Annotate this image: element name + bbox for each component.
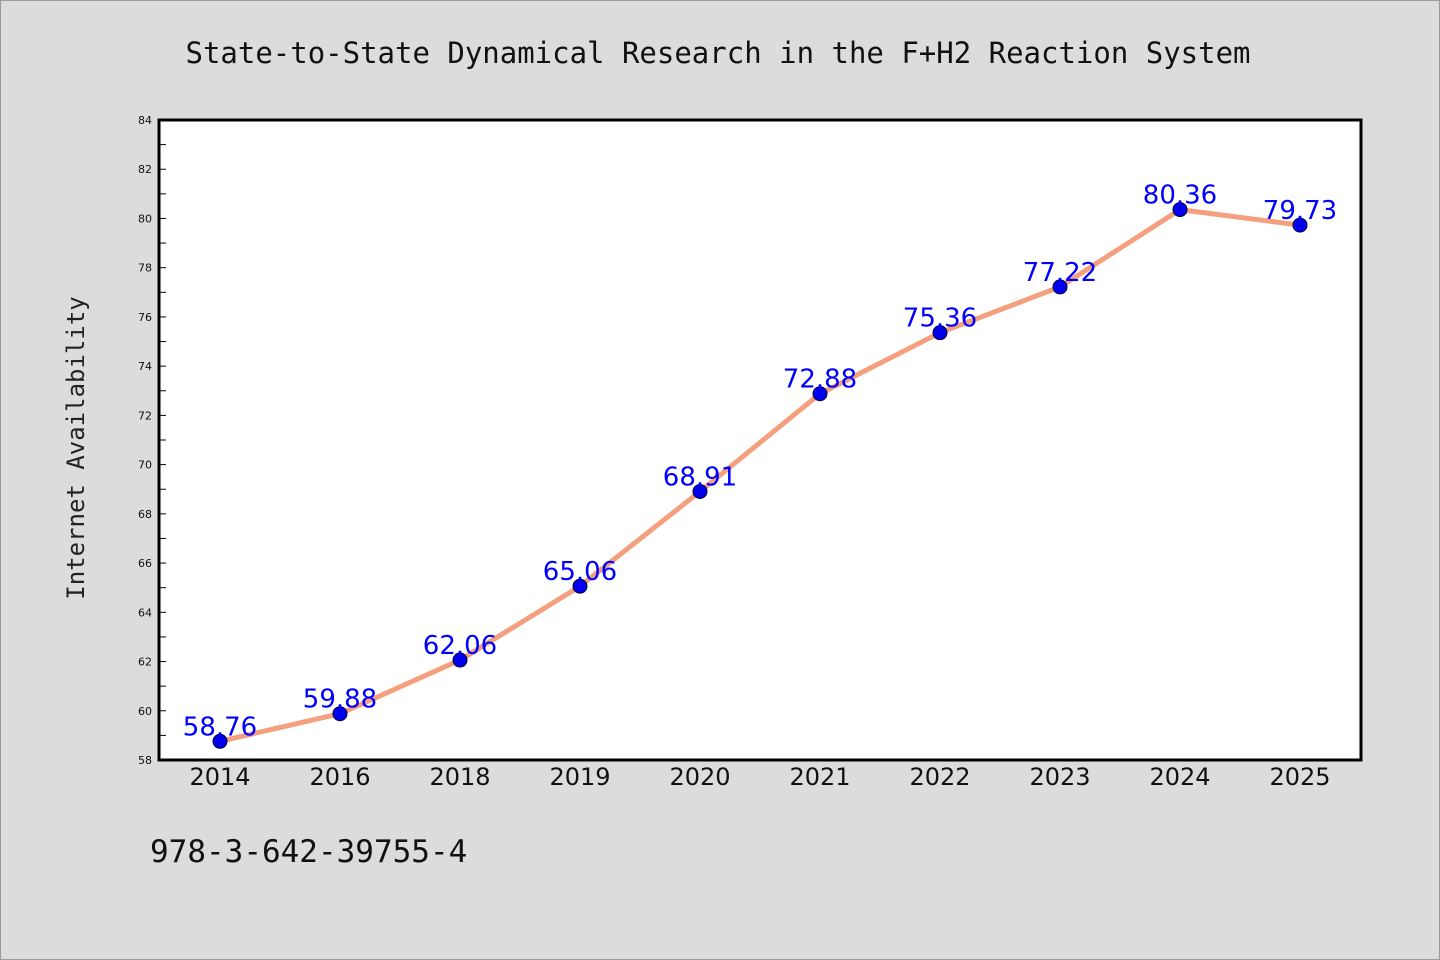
data-label: 77.22 bbox=[1023, 258, 1097, 288]
data-label: 72.88 bbox=[783, 365, 857, 395]
data-label: 68.91 bbox=[663, 462, 737, 492]
y-axis-ticks: 58 60 62 64 66 68 70 72 74 76 78 80 82 84 bbox=[138, 114, 166, 767]
data-label: 79.73 bbox=[1263, 196, 1337, 226]
data-label: 62.06 bbox=[423, 631, 497, 661]
data-point bbox=[692, 483, 708, 499]
x-tick-label: 2021 bbox=[789, 763, 850, 791]
data-point bbox=[452, 652, 468, 668]
chart-title: State-to-State Dynamical Research in the… bbox=[185, 36, 1250, 70]
y-tick-label: 72 bbox=[138, 409, 152, 422]
data-point bbox=[812, 386, 828, 402]
y-tick-label: 80 bbox=[138, 212, 152, 225]
series-line bbox=[217, 207, 1303, 744]
x-tick-label: 2022 bbox=[909, 763, 970, 791]
y-tick-label: 64 bbox=[138, 606, 152, 619]
series-availability bbox=[212, 202, 1308, 749]
data-point bbox=[572, 578, 588, 594]
data-label: 58.76 bbox=[183, 712, 257, 742]
y-tick-label: 76 bbox=[138, 311, 152, 324]
data-label: 59.88 bbox=[303, 685, 377, 715]
x-tick-label: 2019 bbox=[549, 763, 610, 791]
x-tick-label: 2016 bbox=[309, 763, 370, 791]
x-tick-label: 2023 bbox=[1029, 763, 1090, 791]
data-label: 75.36 bbox=[903, 304, 977, 334]
y-tick-label: 70 bbox=[138, 459, 152, 472]
y-tick-label: 84 bbox=[138, 114, 152, 127]
data-point bbox=[1172, 202, 1188, 218]
x-tick-label: 2018 bbox=[429, 763, 490, 791]
data-label: 65.06 bbox=[543, 557, 617, 587]
data-point bbox=[212, 733, 228, 749]
data-point bbox=[332, 706, 348, 722]
y-axis-label: Internet Availability bbox=[62, 296, 90, 599]
y-tick-label: 78 bbox=[138, 262, 152, 275]
isbn-footer: 978-3-642-39755-4 bbox=[150, 834, 468, 870]
x-tick-label: 2020 bbox=[669, 763, 730, 791]
y-tick-label: 68 bbox=[138, 508, 152, 521]
y-tick-label: 62 bbox=[138, 656, 152, 669]
y-tick-label: 60 bbox=[138, 705, 152, 718]
y-tick-label: 82 bbox=[138, 163, 152, 176]
x-axis-ticks: 2014 2016 2018 2019 2020 2021 2022 2023 2024 2025 bbox=[189, 763, 1330, 791]
data-point bbox=[932, 325, 948, 341]
y-tick-label: 66 bbox=[138, 557, 152, 570]
y-tick-label: 74 bbox=[138, 360, 152, 373]
data-labels: 58.76 59.88 62.06 65.06 68.91 72.88 75.36 77.22… bbox=[183, 181, 1337, 743]
data-point bbox=[1292, 217, 1308, 233]
x-tick-label: 2025 bbox=[1269, 763, 1330, 791]
data-point bbox=[1052, 279, 1068, 295]
data-label: 80.36 bbox=[1143, 181, 1217, 211]
x-tick-label: 2024 bbox=[1149, 763, 1210, 791]
x-tick-label: 2014 bbox=[189, 763, 250, 791]
y-tick-label: 58 bbox=[138, 754, 152, 767]
